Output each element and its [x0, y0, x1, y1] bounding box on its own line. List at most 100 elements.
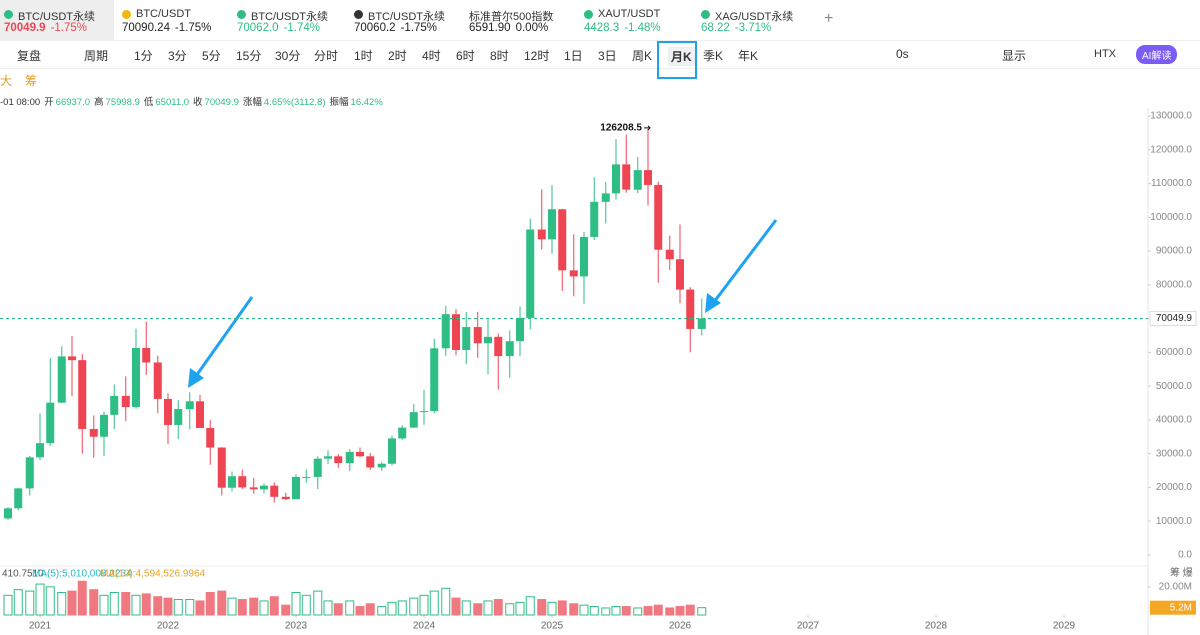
add-tab[interactable]: +	[824, 10, 834, 27]
tab-bar: BTC/USDT永续 70049.9 -1.75% BTC/USDT 70090.24-…	[0, 0, 1200, 41]
volume-header: 410.7510	[2, 569, 44, 580]
volume-bar	[397, 600, 407, 616]
interval[interactable]: 30分	[275, 49, 301, 63]
candle-body	[164, 398, 172, 425]
y-tick-label: 80000.0	[1156, 280, 1193, 291]
tab[interactable]: XAUT/USDT 4428.3 -1.48%	[580, 0, 694, 40]
info-value: 4.65%(3112.8)	[263, 97, 326, 108]
volume-bar	[355, 606, 365, 616]
candle-body	[142, 347, 151, 363]
tab-price: 68.22	[701, 22, 730, 34]
volume-bar	[249, 597, 259, 616]
candle-body	[249, 487, 258, 490]
candle-body	[217, 447, 226, 488]
tab[interactable]: 标准普尔500指数 6591.90 0.00%	[465, 0, 579, 40]
replay[interactable]: 复盘	[17, 49, 42, 63]
info-label: 涨幅	[242, 97, 262, 108]
volume-bar	[291, 592, 301, 616]
tab-icon	[4, 10, 13, 19]
interval[interactable]: 1日	[564, 49, 583, 63]
candle-body	[473, 327, 482, 344]
interval[interactable]: 1时	[354, 49, 373, 63]
tab[interactable]: BTC/USDT永续 70049.9 -1.75%	[0, 0, 114, 40]
volume-bar	[333, 603, 343, 616]
candle-body	[132, 347, 140, 408]
tab[interactable]: BTC/USDT 70090.24 -1.75%	[118, 0, 232, 40]
interval[interactable]: 6时	[456, 49, 475, 63]
volume-bar	[3, 594, 13, 616]
tab-change: 0.00%	[515, 22, 549, 34]
interval[interactable]: 3日	[598, 49, 617, 63]
last-price-label: 70049.9	[1156, 313, 1193, 324]
display[interactable]: 显示	[1002, 49, 1027, 63]
volume-badge-label: 5.2M	[1170, 602, 1192, 613]
interval[interactable]: 1分	[134, 49, 153, 63]
interval[interactable]: 3分	[168, 49, 187, 63]
tab-name: BTC/USDT永续	[368, 11, 445, 23]
interval[interactable]: 2时	[388, 49, 407, 63]
draw-tool[interactable]: 大	[0, 74, 13, 88]
interval[interactable]: 月K	[668, 47, 695, 66]
candle-body	[89, 428, 98, 437]
volume-bar	[121, 592, 131, 616]
candle-body	[228, 476, 236, 488]
candle-body	[100, 414, 108, 437]
tab-price: 70049.9	[4, 22, 46, 34]
tab-change: -1.75%	[174, 22, 212, 34]
y-tick-label: 20000.0	[1156, 482, 1193, 493]
interval[interactable]: 12时	[524, 49, 550, 63]
candle-body	[590, 201, 599, 237]
volume-bar	[131, 594, 141, 616]
tab[interactable]: XAG/USDT永续 68.22 -3.71%	[697, 0, 811, 40]
y-tick-label: 70000.0	[1156, 313, 1193, 324]
candle-body	[654, 184, 663, 250]
candle-body	[665, 249, 674, 260]
info-value: 16.42%	[350, 97, 383, 108]
interval[interactable]: 5分	[202, 49, 221, 63]
volume-bar	[429, 590, 439, 616]
volume-bar	[387, 601, 397, 616]
volume-bar	[141, 593, 151, 616]
interval[interactable]: 8时	[490, 49, 509, 63]
tab[interactable]: BTC/USDT永续 70060.2 -1.75%	[350, 0, 464, 40]
x-tick-label: 2021	[29, 621, 52, 632]
tab-change: -3.71%	[734, 22, 772, 34]
ai-button[interactable]: AI解读	[1136, 45, 1178, 64]
info-label: 低	[143, 97, 154, 108]
volume-bar	[621, 606, 631, 616]
volume-bar	[77, 580, 87, 616]
interval[interactable]: 15分	[236, 49, 262, 63]
volume-bar	[109, 592, 119, 616]
volume-bar	[451, 597, 461, 616]
info-label: 高	[94, 97, 104, 108]
interval[interactable]: 季K	[703, 49, 724, 63]
x-tick-label: 2022	[157, 621, 180, 632]
x-tick-label: 2028	[925, 621, 948, 632]
interval[interactable]: 周K	[632, 49, 653, 63]
exchange[interactable]: HTX	[1094, 48, 1116, 60]
x-tick-label: 2023	[285, 621, 308, 632]
volume-bar	[557, 600, 567, 616]
volume-bar	[409, 597, 419, 616]
candle-body	[334, 456, 343, 464]
interval[interactable]: 4时	[422, 49, 441, 63]
tab-quote: 70062.0 -1.74%	[237, 22, 320, 34]
timer[interactable]: 0s	[896, 47, 909, 61]
draw-tool[interactable]: 筹	[25, 74, 38, 88]
tab[interactable]: BTC/USDT永续 70062.0 -1.74%	[233, 0, 347, 40]
tab-icon	[701, 10, 710, 19]
x-tick-label: 2025	[541, 621, 564, 632]
interval[interactable]: 分时	[314, 49, 339, 63]
y-tick-label: 40000.0	[1156, 415, 1193, 426]
candle-body	[270, 485, 279, 497]
side-labels: 筹 爆	[1170, 568, 1193, 579]
tab-icon	[237, 10, 246, 19]
volume-bar	[35, 583, 45, 616]
volume-bar	[515, 601, 525, 616]
tab-quote: 4428.3 -1.48%	[584, 22, 661, 34]
tab-name: 标准普尔500指数	[469, 11, 554, 23]
interval[interactable]: 年K	[738, 49, 759, 63]
candle-body	[4, 508, 12, 519]
period[interactable]: 周期	[84, 49, 109, 63]
